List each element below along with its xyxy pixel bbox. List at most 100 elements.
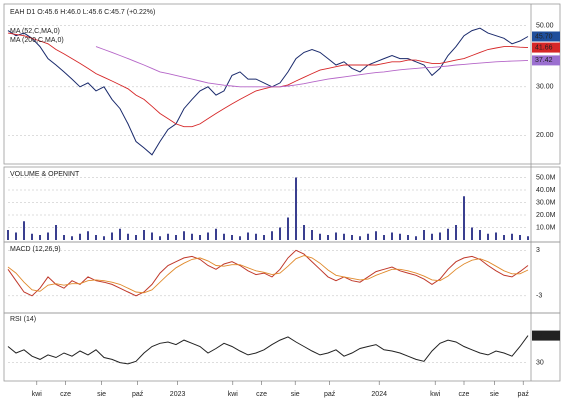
volume-bar — [503, 235, 505, 240]
volume-bar — [103, 236, 105, 240]
y-tick-label: 30.00 — [536, 84, 554, 91]
volume-bar — [127, 233, 129, 240]
volume-bar — [351, 235, 353, 240]
y-tick-label: -3 — [536, 293, 542, 300]
volume-bar — [311, 230, 313, 240]
y-tick-label: 3 — [536, 247, 540, 254]
volume-bar — [39, 235, 41, 240]
volume-bar — [143, 230, 145, 240]
volume-bar — [295, 177, 297, 240]
volume-bar — [455, 225, 457, 240]
y-tick-label: 20.00 — [536, 132, 554, 139]
last-value-label: 41.66 — [535, 44, 553, 51]
y-tick-label: 30 — [536, 359, 544, 366]
legend-entry: MA (52,C,MA,0) — [10, 28, 60, 35]
volume-bar — [215, 228, 217, 240]
x-tick-label: paź — [132, 391, 144, 398]
x-tick-label: 2024 — [371, 391, 387, 398]
volume-bar — [119, 228, 121, 240]
volume-bar — [159, 236, 161, 240]
panel-title: MACD (12,26,9) — [10, 246, 61, 253]
volume-bar — [55, 225, 57, 240]
volume-bar — [23, 221, 25, 240]
volume-bar — [7, 230, 9, 240]
volume-bar — [439, 232, 441, 240]
volume-bar — [95, 235, 97, 240]
volume-bar — [335, 232, 337, 240]
y-tick-label: 50.0M — [536, 174, 556, 181]
x-tick-label: cze — [256, 391, 267, 398]
volume-bar — [15, 232, 17, 240]
series-line — [7, 335, 529, 365]
volume-bar — [407, 235, 409, 240]
volume-bar — [207, 232, 209, 240]
volume-bar — [447, 228, 449, 240]
series-line — [7, 32, 529, 128]
x-tick-label: 2023 — [170, 391, 186, 398]
volume-bar — [183, 231, 185, 240]
volume-bar — [111, 232, 113, 240]
last-value-box — [532, 42, 560, 53]
volume-bar — [319, 233, 321, 240]
volume-bar — [463, 196, 465, 240]
price-panel — [3, 3, 561, 165]
x-tick-label: kwi — [430, 391, 441, 398]
volume-bar — [423, 230, 425, 240]
volume-bar — [151, 232, 153, 240]
volume-bar — [271, 231, 273, 240]
x-tick-label: kwi — [228, 391, 239, 398]
volume-bar — [415, 236, 417, 240]
last-value-label: 37.42 — [535, 57, 553, 64]
y-tick-label: 30.0M — [536, 199, 556, 206]
volume-bar — [287, 217, 289, 240]
y-tick-label: 40.0M — [536, 187, 556, 194]
volume-bar — [231, 235, 233, 240]
volume-bar — [71, 236, 73, 240]
x-tick-label: sie — [490, 391, 499, 398]
last-value-box — [532, 330, 560, 341]
volume-bar — [487, 233, 489, 240]
volume-bar — [47, 232, 49, 240]
panel-title: EAH D1 O:45.6 H:46.0 L:45.6 C:45.7 (+0.2… — [10, 9, 155, 16]
volume-bar — [375, 231, 377, 240]
volume-bar — [431, 233, 433, 240]
volume-bar — [519, 235, 521, 240]
x-tick-label: paź — [518, 391, 530, 398]
volume-bar — [471, 227, 473, 240]
volume-bar — [255, 233, 257, 240]
y-tick-label: 50.00 — [536, 23, 554, 30]
volume-bar — [87, 231, 89, 240]
volume-bar — [239, 236, 241, 240]
volume-bar — [223, 233, 225, 240]
series-line — [7, 255, 529, 294]
volume-bar — [31, 233, 33, 240]
volume-bar — [527, 236, 529, 240]
y-tick-label: 20.0M — [536, 212, 556, 219]
last-value-label: 45.70 — [535, 33, 553, 40]
volume-bar — [63, 235, 65, 240]
volume-bar — [343, 233, 345, 240]
volume-bar — [247, 232, 249, 240]
x-tick-label: sie — [97, 391, 106, 398]
volume-bar — [263, 235, 265, 240]
volume-bar — [391, 232, 393, 240]
x-tick-label: cze — [60, 391, 71, 398]
volume-bar — [279, 227, 281, 240]
panel-title: VOLUME & OPENINT — [10, 171, 80, 178]
legend-entry: MA (200,C,MA,0) — [10, 37, 64, 44]
x-tick-label: sie — [291, 391, 300, 398]
volume-bar — [79, 233, 81, 240]
rsi-panel — [3, 312, 561, 382]
volume-bar — [495, 232, 497, 240]
volume-bar — [399, 233, 401, 240]
volume-bar — [327, 235, 329, 240]
volume-bar — [199, 235, 201, 240]
x-tick-label: cze — [459, 391, 470, 398]
series-line — [95, 46, 529, 88]
last-value-label: 72 — [535, 332, 543, 339]
volume-bar — [303, 225, 305, 240]
y-tick-label: 10.0M — [536, 224, 556, 231]
volume-bar — [479, 230, 481, 240]
